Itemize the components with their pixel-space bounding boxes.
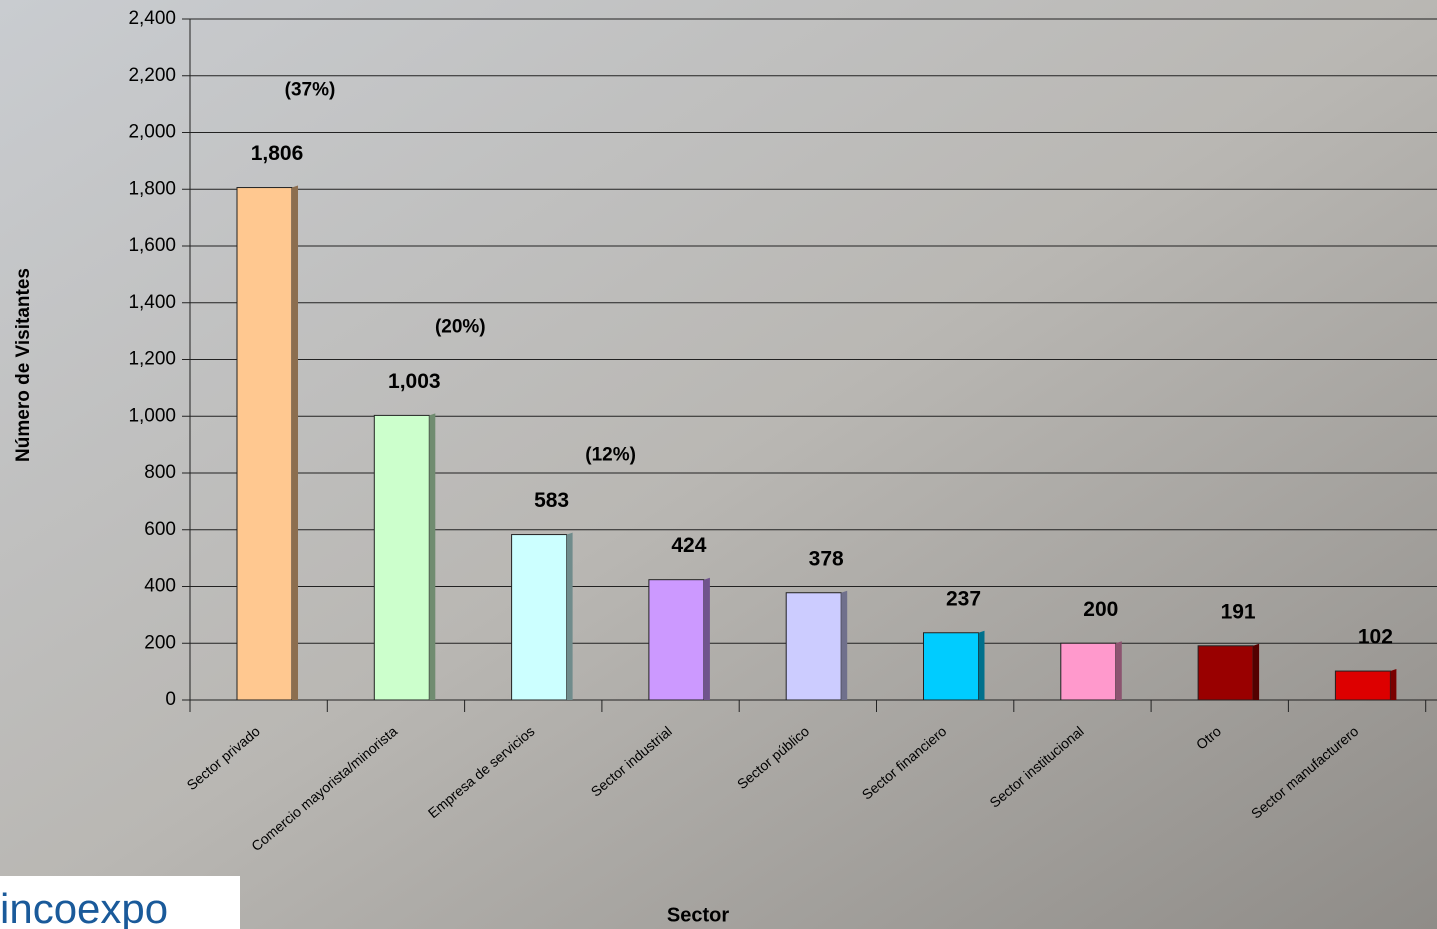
value-label: 200 xyxy=(1083,598,1118,621)
y-tick-label: 0 xyxy=(165,689,176,710)
bar xyxy=(1334,670,1391,701)
value-label: 102 xyxy=(1358,626,1393,649)
bar xyxy=(511,534,568,701)
percent-annotation: (20%) xyxy=(435,316,486,337)
bar xyxy=(923,632,979,701)
y-tick-label: 1,200 xyxy=(128,349,176,370)
bar-side xyxy=(292,185,298,701)
bar-side xyxy=(1390,669,1397,700)
value-label: 424 xyxy=(671,534,706,557)
bar xyxy=(648,579,705,701)
bar-side xyxy=(978,630,985,700)
bar xyxy=(236,187,293,701)
x-axis-label: Sector xyxy=(667,904,729,926)
value-label: 378 xyxy=(809,547,844,570)
y-tick-label: 1,000 xyxy=(128,405,176,426)
y-axis-label: Número de Visitantes xyxy=(13,268,34,462)
value-label: 583 xyxy=(534,489,569,512)
value-label: 1,003 xyxy=(388,370,441,393)
percent-annotation: (12%) xyxy=(585,445,636,466)
bar xyxy=(1197,645,1254,701)
y-tick-label: 200 xyxy=(144,632,176,653)
bar-side xyxy=(1253,643,1260,700)
value-label: 1,806 xyxy=(251,142,304,165)
y-tick-label: 800 xyxy=(144,462,176,483)
y-tick-label: 1,600 xyxy=(128,235,176,256)
y-tick-label: 1,800 xyxy=(128,178,176,199)
value-label: 191 xyxy=(1221,600,1256,623)
bar xyxy=(785,592,842,701)
bar-side xyxy=(566,532,573,700)
bar xyxy=(373,414,430,701)
y-tick-label: 600 xyxy=(144,519,176,540)
bar-side xyxy=(841,590,848,700)
y-tick-label: 2,400 xyxy=(128,8,176,29)
bar xyxy=(1060,642,1117,701)
y-tick-label: 2,200 xyxy=(128,65,176,86)
y-tick-label: 400 xyxy=(144,576,176,597)
y-tick-label: 1,400 xyxy=(128,292,176,313)
logo-box xyxy=(0,876,240,929)
logo: incoexpo xyxy=(0,885,168,929)
y-tick-label: 2,000 xyxy=(128,122,176,143)
percent-annotation: (37%) xyxy=(285,80,336,101)
bar-side xyxy=(1115,641,1122,700)
value-label: 237 xyxy=(946,587,981,610)
bar-side xyxy=(429,413,436,700)
bar-side xyxy=(703,577,710,700)
